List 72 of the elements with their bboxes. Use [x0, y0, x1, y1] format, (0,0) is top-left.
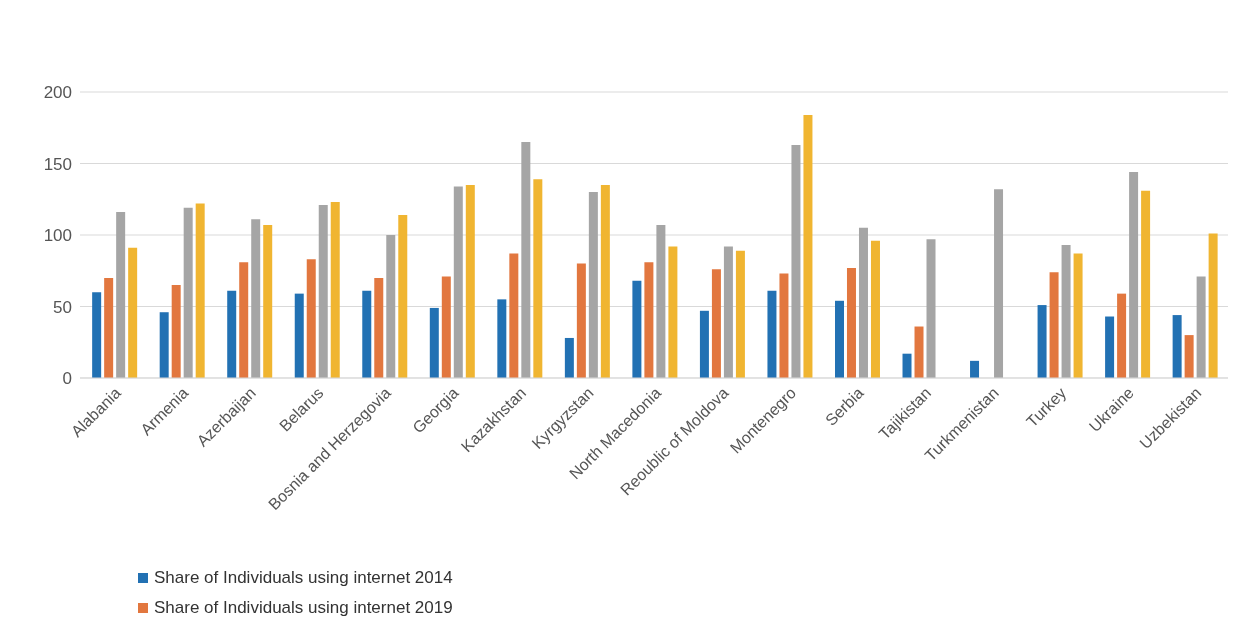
bar — [465, 184, 475, 378]
bar — [1129, 172, 1139, 378]
bar — [668, 246, 678, 378]
bar — [803, 114, 813, 378]
bar — [711, 269, 721, 378]
bar — [1196, 276, 1206, 378]
bar — [1061, 245, 1071, 378]
bar — [1208, 233, 1218, 378]
y-tick-label: 0 — [62, 369, 72, 389]
bar — [306, 259, 316, 378]
legend-label: Share of Individuals using internet 2014 — [154, 568, 453, 588]
bar — [386, 235, 396, 378]
bar — [183, 207, 193, 378]
bar — [600, 184, 610, 378]
bar — [171, 285, 181, 378]
bar — [374, 277, 384, 378]
bar — [128, 247, 138, 378]
bar — [1105, 316, 1115, 378]
bar — [227, 290, 237, 378]
bar — [735, 250, 745, 378]
bar — [1172, 315, 1182, 378]
bar — [926, 239, 936, 378]
bar — [362, 290, 372, 378]
bar — [791, 144, 801, 378]
bar — [429, 307, 439, 378]
bar — [398, 214, 408, 378]
bar — [914, 326, 924, 378]
bar — [858, 227, 868, 378]
bar — [1184, 335, 1194, 378]
y-tick-label: 150 — [43, 154, 72, 174]
bar — [263, 224, 273, 378]
y-tick-label: 50 — [53, 297, 72, 317]
bar — [159, 312, 169, 378]
bar — [294, 293, 304, 378]
bar — [330, 202, 340, 378]
bar — [521, 142, 531, 378]
bar — [116, 212, 126, 378]
bar — [564, 337, 574, 378]
bar — [195, 203, 205, 378]
bar — [1117, 293, 1127, 378]
bar — [92, 292, 102, 378]
bar — [644, 262, 654, 378]
bar — [497, 299, 507, 378]
bar — [1037, 305, 1047, 378]
bar — [1073, 253, 1083, 378]
bar — [318, 204, 328, 378]
bar — [588, 192, 598, 378]
bar — [870, 240, 880, 378]
bar — [441, 276, 451, 378]
bar — [1141, 190, 1151, 378]
bar — [239, 262, 249, 378]
bar — [834, 300, 844, 378]
y-tick-label: 100 — [43, 226, 72, 246]
bar — [576, 263, 586, 378]
bar — [533, 179, 543, 378]
bar — [699, 310, 709, 378]
bar — [779, 273, 789, 378]
bar — [767, 290, 777, 378]
bar — [251, 219, 261, 378]
bar — [104, 277, 114, 378]
bar — [994, 189, 1004, 378]
bar — [723, 246, 733, 378]
bar — [509, 253, 519, 378]
bar — [1049, 272, 1059, 378]
bar — [846, 267, 856, 378]
bar — [902, 353, 912, 378]
legend-label: Share of Individuals using internet 2019 — [154, 598, 453, 618]
bar — [656, 224, 666, 378]
y-tick-label: 200 — [43, 83, 72, 103]
bar — [632, 280, 642, 378]
bar — [453, 186, 463, 378]
bar — [970, 360, 980, 378]
